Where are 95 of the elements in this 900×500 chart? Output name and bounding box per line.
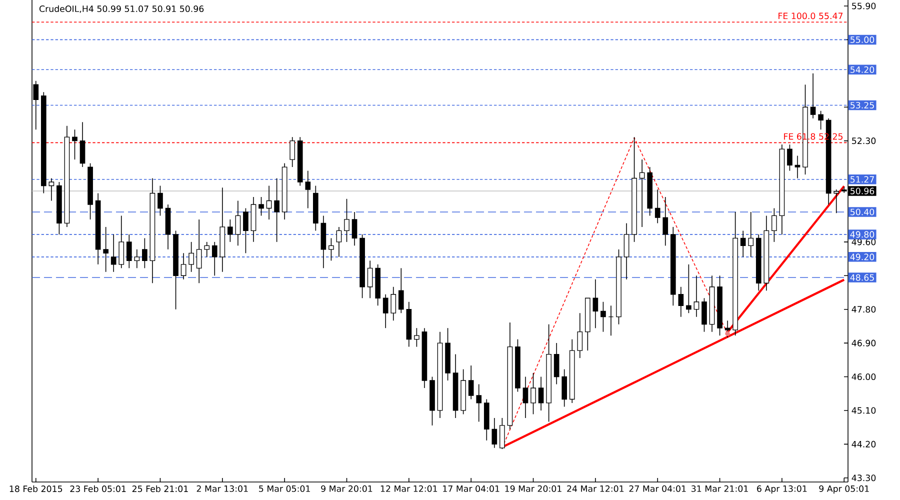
ref-line-label: 50.96 bbox=[850, 188, 874, 194]
candlestick bbox=[305, 170, 311, 209]
candlestick bbox=[243, 208, 248, 254]
x-tick-label: 31 Mar 21:01 bbox=[692, 485, 748, 492]
text: 52.30 bbox=[852, 138, 876, 144]
candlestick bbox=[414, 328, 420, 348]
candlestick bbox=[142, 238, 148, 269]
candlestick bbox=[48, 178, 54, 202]
candlestick bbox=[103, 226, 108, 272]
x-tick-label: 25 Feb 21:01 bbox=[132, 485, 188, 492]
ref-line-label: FE 100.0 55.47 bbox=[778, 12, 843, 20]
text: 46.00 bbox=[852, 373, 876, 380]
candlestick bbox=[624, 222, 630, 280]
candlestick bbox=[258, 196, 264, 216]
candlestick bbox=[787, 144, 792, 172]
candlestick bbox=[702, 298, 707, 332]
x-tick-label: 2 Mar 13:01 bbox=[196, 485, 248, 492]
x-tick-label: 6 Apr 13:01 bbox=[757, 485, 807, 494]
candlestick bbox=[592, 278, 598, 328]
candlestick bbox=[554, 342, 560, 385]
x-tick-label: 18 Feb 2015 bbox=[10, 485, 62, 492]
candlestick bbox=[196, 219, 202, 284]
candlestick bbox=[72, 129, 78, 160]
text: 43.30 bbox=[852, 474, 876, 482]
candlestick bbox=[352, 212, 358, 246]
candlestick bbox=[126, 234, 132, 269]
x-tick-label: 9 Apr 05:01 bbox=[819, 485, 869, 494]
text: 45.10 bbox=[852, 407, 876, 414]
x-tick-label: 9 Mar 20:01 bbox=[321, 485, 372, 492]
x-tick-label: 24 Mar 12:01 bbox=[567, 485, 624, 492]
candlestick bbox=[344, 198, 350, 242]
candlestick bbox=[228, 219, 233, 242]
candlestick bbox=[468, 365, 474, 400]
candlestick bbox=[158, 185, 163, 216]
candlestick bbox=[662, 196, 668, 246]
candlestick bbox=[772, 208, 777, 242]
candlestick bbox=[274, 178, 280, 242]
candlestick bbox=[794, 155, 800, 179]
candlestick bbox=[748, 212, 754, 258]
ref-line-label: 50.40 bbox=[850, 208, 874, 216]
x-tick-label: 17 Mar 04:01 bbox=[443, 485, 500, 492]
ref-line-label: 49.20 bbox=[850, 254, 874, 260]
candlestick bbox=[810, 73, 816, 119]
candlestick bbox=[382, 294, 388, 328]
ref-line-label: 51.27 bbox=[850, 176, 874, 183]
candlestick bbox=[492, 418, 498, 448]
candlestick bbox=[398, 268, 404, 314]
candlestick bbox=[740, 230, 746, 258]
candlestick bbox=[654, 189, 660, 224]
x-tick-label: 27 Mar 04:01 bbox=[629, 485, 686, 492]
candlestick bbox=[678, 286, 684, 318]
candlestick bbox=[577, 312, 583, 358]
candlestick bbox=[600, 301, 606, 332]
text: 47.80 bbox=[852, 306, 876, 313]
text: 46.90 bbox=[852, 340, 876, 346]
candlestick bbox=[724, 320, 730, 338]
candlestick bbox=[500, 418, 505, 450]
candlestick bbox=[204, 242, 210, 258]
candlestick bbox=[180, 252, 186, 280]
candlestick bbox=[562, 368, 568, 408]
x-tick-label: 23 Feb 05:01 bbox=[70, 485, 126, 492]
text: 44.20 bbox=[852, 440, 876, 448]
candlestick bbox=[694, 275, 700, 318]
candlestick bbox=[336, 226, 342, 258]
candlestick bbox=[834, 189, 840, 214]
ref-line-label: 53.25 bbox=[850, 102, 874, 109]
ref-line-label: 55.00 bbox=[850, 36, 874, 43]
x-tick-label: 5 Mar 05:01 bbox=[259, 485, 310, 492]
candlestick bbox=[134, 249, 140, 269]
ref-line-label: 54.20 bbox=[850, 66, 874, 73]
text: 55.90 bbox=[852, 2, 876, 10]
candlestick bbox=[538, 376, 544, 411]
text: CrudeOIL,H4 50.99 51.07 50.91 50.96 bbox=[39, 5, 204, 13]
candlestick bbox=[639, 159, 645, 228]
candlestick bbox=[235, 200, 241, 246]
candlestick bbox=[476, 384, 482, 422]
candlestick bbox=[530, 372, 536, 415]
candlestick bbox=[188, 242, 194, 272]
candlestick bbox=[390, 286, 396, 321]
candlestick bbox=[608, 305, 614, 336]
ref-line-label: 48.65 bbox=[850, 274, 874, 281]
candlestick bbox=[367, 260, 373, 299]
candlestick bbox=[212, 242, 218, 276]
candlestick bbox=[118, 215, 124, 269]
candlestick bbox=[110, 234, 116, 272]
candlestick bbox=[266, 185, 272, 220]
candlestick bbox=[522, 376, 528, 418]
candlestick bbox=[80, 122, 86, 168]
candlestick bbox=[686, 264, 692, 314]
x-tick-label: 19 Mar 20:01 bbox=[505, 485, 562, 492]
candlestick bbox=[328, 238, 334, 262]
x-tick-label: 12 Mar 12:01 bbox=[380, 485, 438, 492]
candlestick bbox=[818, 110, 824, 130]
candlestick bbox=[290, 136, 296, 168]
ref-line-label: 49.80 bbox=[850, 231, 874, 238]
